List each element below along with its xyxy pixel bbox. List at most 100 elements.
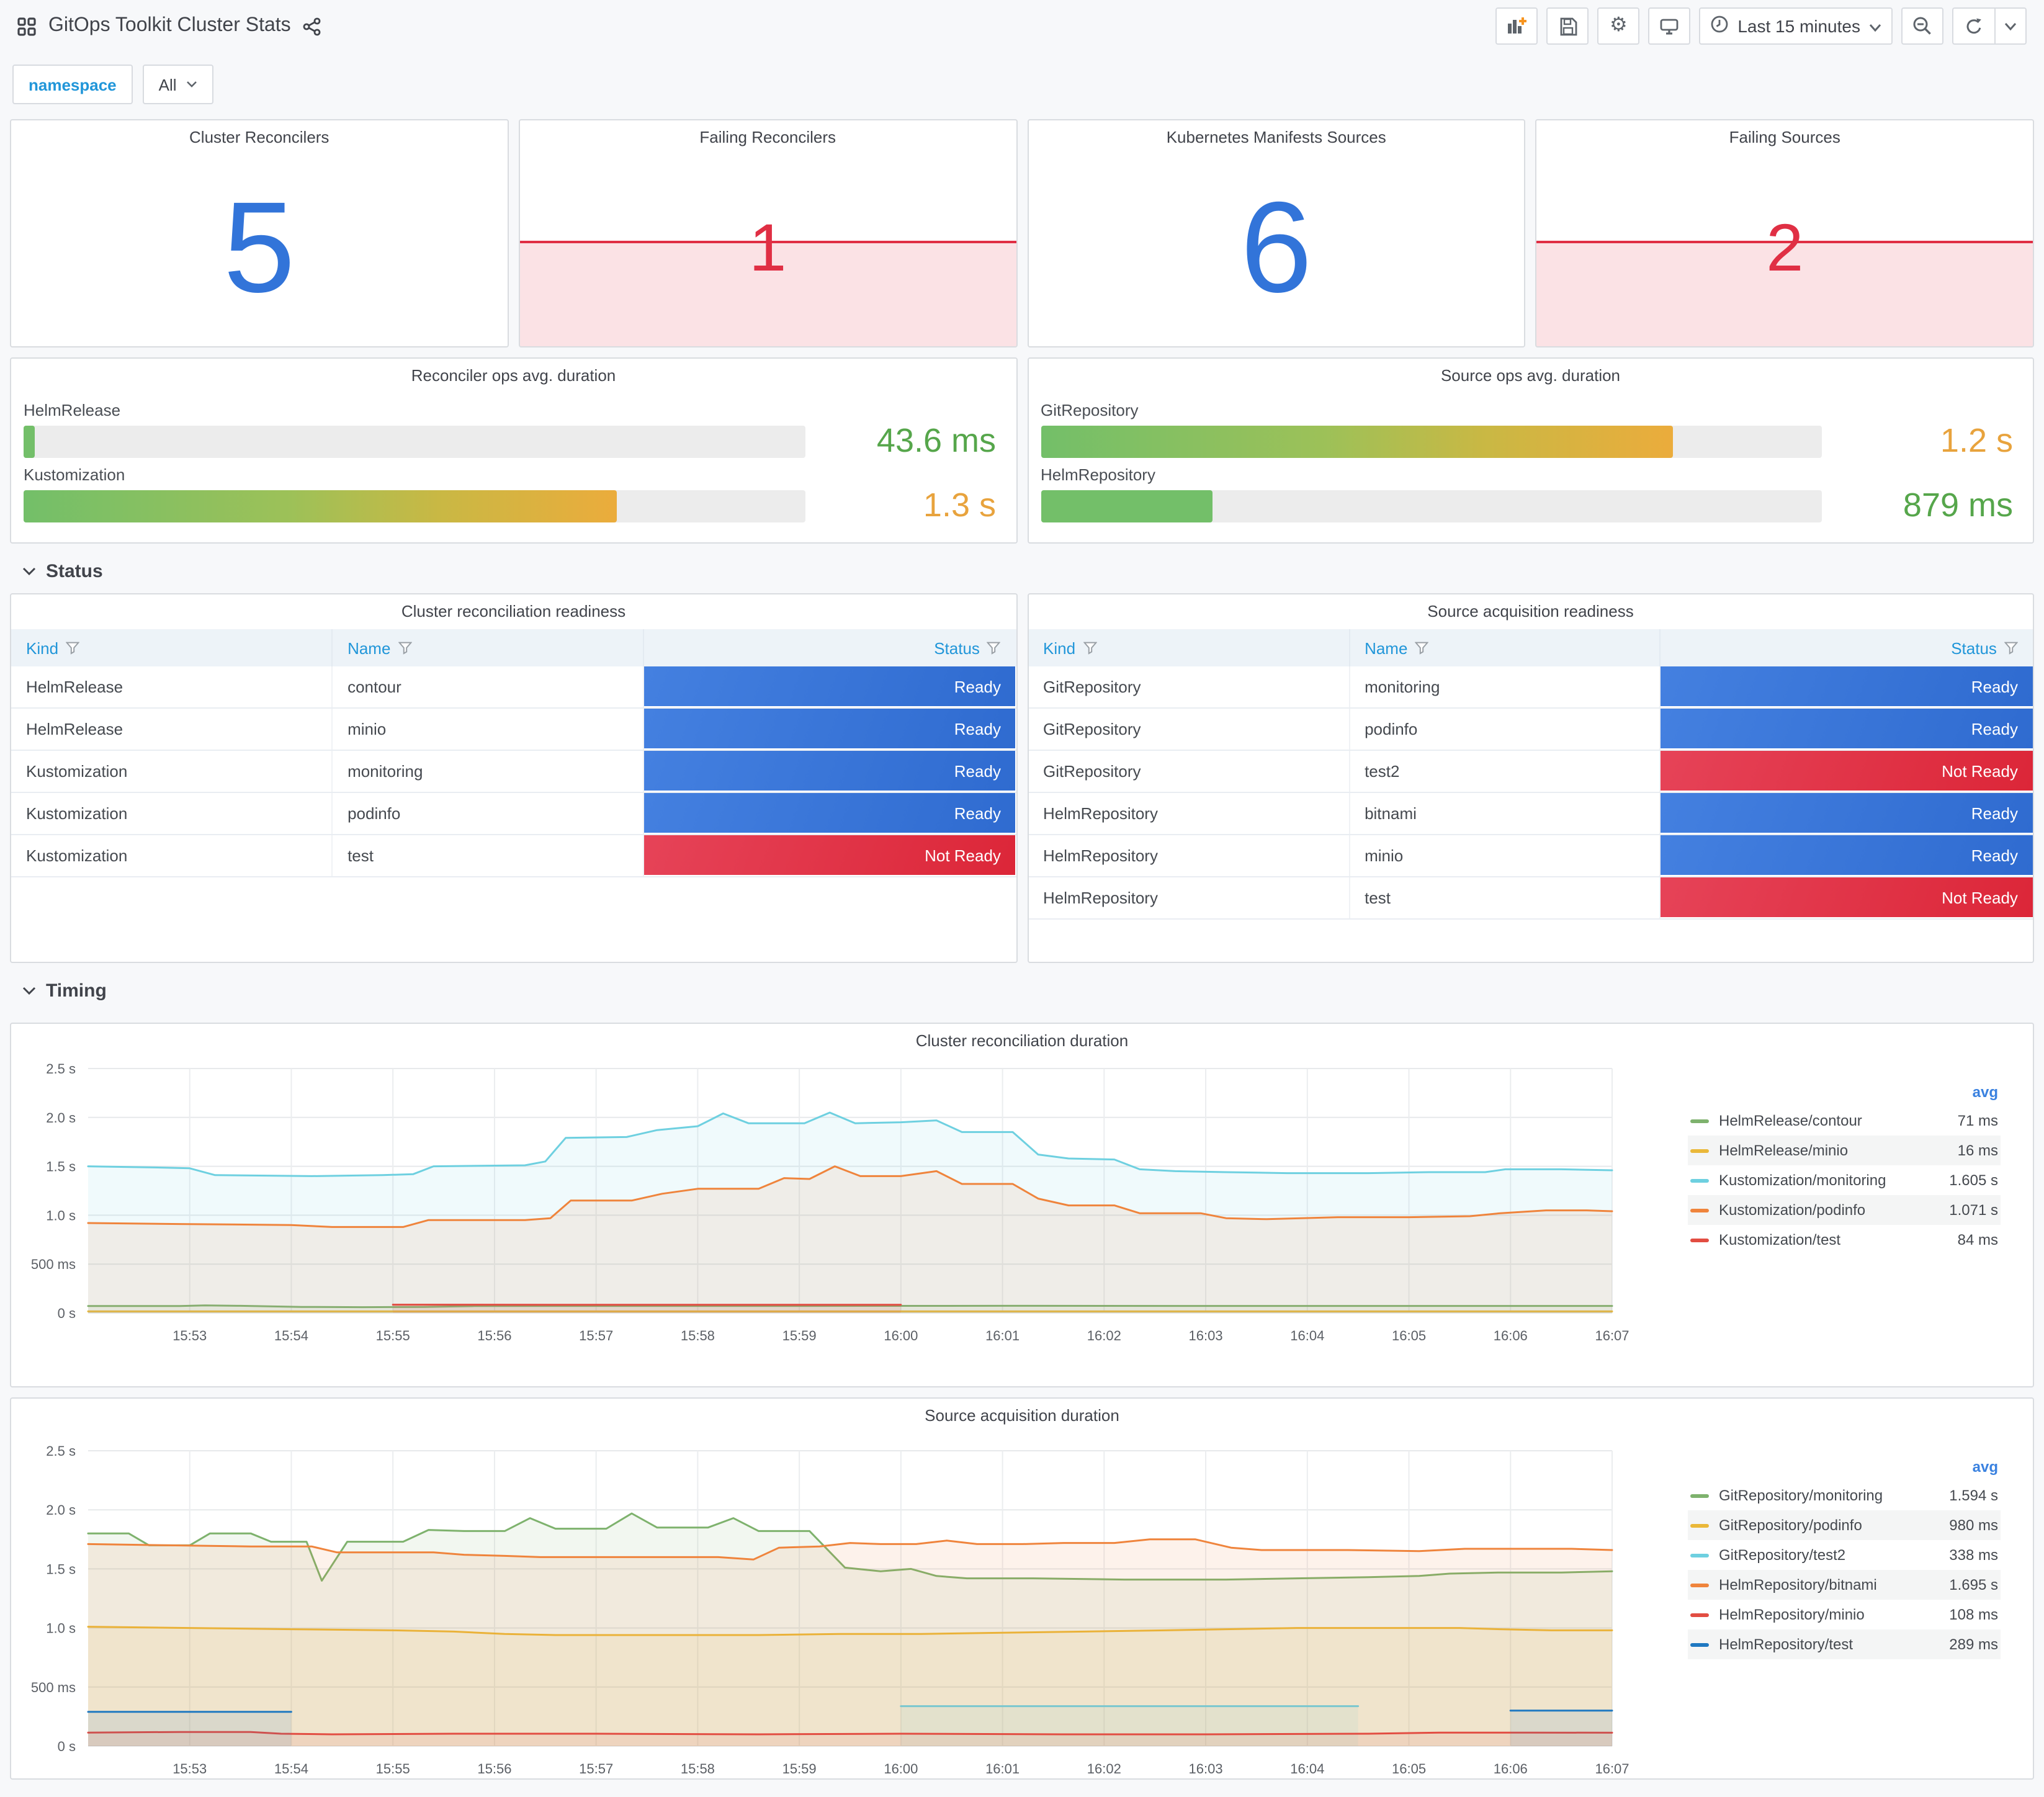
stat-value: 1 bbox=[749, 210, 787, 285]
panel-title[interactable]: Source acquisition readiness bbox=[1427, 601, 1634, 620]
variable-label-namespace[interactable]: namespace bbox=[12, 65, 133, 104]
legend-series-name[interactable]: HelmRelease/contour bbox=[1719, 1112, 1862, 1129]
cell-name: test2 bbox=[1350, 751, 1661, 792]
chevron-down-icon bbox=[1869, 16, 1881, 36]
gauge-label: HelmRelease bbox=[24, 401, 121, 419]
svg-text:16:05: 16:05 bbox=[1392, 1328, 1426, 1343]
share-icon[interactable] bbox=[303, 17, 322, 35]
svg-text:15:55: 15:55 bbox=[376, 1761, 410, 1777]
time-range-picker[interactable]: Last 15 minutes bbox=[1699, 7, 1893, 45]
gauge-bar bbox=[1041, 490, 1213, 522]
legend-item[interactable]: GitRepository/test2 338 ms bbox=[1688, 1540, 2001, 1570]
legend-item[interactable]: HelmRelease/minio 16 ms bbox=[1688, 1136, 2001, 1165]
table-row: HelmRelease minio Ready bbox=[11, 709, 1016, 751]
legend-series-name[interactable]: Kustomization/monitoring bbox=[1719, 1172, 1886, 1189]
threshold-line bbox=[1536, 241, 2033, 244]
column-header-status[interactable]: Status bbox=[1661, 629, 2033, 666]
cycle-view-mode-button[interactable] bbox=[1648, 7, 1691, 45]
table-header: Kind Name Status bbox=[11, 629, 1016, 666]
section-row-timing[interactable]: Timing bbox=[10, 968, 2034, 1013]
column-header-kind[interactable]: Kind bbox=[11, 629, 333, 666]
svg-text:1.5 s: 1.5 s bbox=[46, 1159, 76, 1175]
legend-series-name[interactable]: HelmRelease/minio bbox=[1719, 1142, 1849, 1159]
table-row: Kustomization test Not Ready bbox=[11, 835, 1016, 877]
panel-title[interactable]: Reconciler ops avg. duration bbox=[411, 365, 616, 384]
panel-title[interactable]: Cluster reconciliation readiness bbox=[401, 601, 626, 620]
legend-item[interactable]: Kustomization/podinfo 1.071 s bbox=[1688, 1195, 2001, 1225]
cell-status: Not Ready bbox=[1661, 877, 2033, 918]
legend-series-name[interactable]: GitRepository/test2 bbox=[1719, 1546, 1846, 1564]
legend-avg-header[interactable]: avg bbox=[1972, 1083, 1998, 1101]
cell-name: contour bbox=[333, 666, 644, 707]
legend-item[interactable]: HelmRepository/test 289 ms bbox=[1688, 1629, 2001, 1659]
legend-series-name[interactable]: HelmRepository/minio bbox=[1719, 1606, 1865, 1623]
filter-funnel-icon bbox=[987, 641, 1001, 654]
legend-series-color bbox=[1690, 1494, 1709, 1497]
panel-title[interactable]: Cluster Reconcilers bbox=[189, 127, 329, 146]
panel-title[interactable]: Failing Sources bbox=[1729, 127, 1840, 146]
cell-status: Ready bbox=[643, 751, 1016, 792]
refresh-button[interactable] bbox=[1952, 7, 1994, 45]
chart-legend: avg HelmRelease/contour 71 ms HelmRelease/m… bbox=[1688, 1078, 2001, 1255]
panel-reconciler-ops-avg-duration: Reconciler ops avg. duration HelmRelease… bbox=[10, 357, 1017, 544]
svg-text:15:59: 15:59 bbox=[782, 1761, 817, 1777]
panel-title[interactable]: Source acquisition duration bbox=[925, 1405, 1119, 1424]
panel-title[interactable]: Cluster reconciliation duration bbox=[915, 1031, 1129, 1049]
zoom-out-button[interactable] bbox=[1901, 7, 1943, 45]
cell-kind: GitRepository bbox=[1028, 666, 1350, 707]
panel-title[interactable]: Kubernetes Manifests Sources bbox=[1166, 127, 1386, 146]
legend-series-color bbox=[1690, 1553, 1709, 1557]
filter-funnel-icon bbox=[398, 641, 412, 654]
column-header-name[interactable]: Name bbox=[333, 629, 644, 666]
time-series-chart[interactable]: 0 s 500 ms 1.0 s 1.5 s 2.0 s 2.5 s 15:53 15:54 1… bbox=[11, 1428, 1662, 1778]
legend-series-avg: 1.594 s bbox=[1949, 1487, 1998, 1504]
cell-status: Not Ready bbox=[1661, 751, 2033, 792]
svg-text:16:07: 16:07 bbox=[1595, 1761, 1629, 1777]
legend-item[interactable]: GitRepository/podinfo 980 ms bbox=[1688, 1510, 2001, 1540]
filter-funnel-icon bbox=[1415, 641, 1429, 654]
cell-kind: Kustomization bbox=[11, 751, 333, 792]
svg-text:2.5 s: 2.5 s bbox=[46, 1443, 76, 1459]
legend-avg-header[interactable]: avg bbox=[1972, 1458, 1998, 1476]
legend-series-name[interactable]: GitRepository/podinfo bbox=[1719, 1517, 1862, 1534]
filter-funnel-icon bbox=[66, 641, 80, 654]
time-series-chart[interactable]: 0 s 500 ms 1.0 s 1.5 s 2.0 s 2.5 s 15:53 15:54 1… bbox=[11, 1054, 1662, 1386]
legend-item[interactable]: HelmRelease/contour 71 ms bbox=[1688, 1106, 2001, 1136]
svg-text:2.0 s: 2.0 s bbox=[46, 1110, 76, 1126]
threshold-fill bbox=[1536, 243, 2033, 346]
svg-text:15:59: 15:59 bbox=[782, 1328, 817, 1343]
save-dashboard-button[interactable] bbox=[1546, 7, 1589, 45]
panel-cluster-reconciliation-readiness: Cluster reconciliation readiness Kind Nam… bbox=[10, 593, 1017, 963]
legend-series-color bbox=[1690, 1208, 1709, 1212]
add-panel-button[interactable] bbox=[1495, 7, 1538, 45]
apps-grid-icon[interactable] bbox=[17, 17, 36, 35]
legend-series-name[interactable]: GitRepository/monitoring bbox=[1719, 1487, 1883, 1504]
legend-series-name[interactable]: Kustomization/test bbox=[1719, 1231, 1841, 1248]
column-header-kind[interactable]: Kind bbox=[1028, 629, 1350, 666]
legend-item[interactable]: Kustomization/test 84 ms bbox=[1688, 1225, 2001, 1255]
cell-kind: HelmRepository bbox=[1028, 877, 1350, 918]
cell-name: minio bbox=[333, 709, 644, 750]
panel-title[interactable]: Failing Reconcilers bbox=[699, 127, 836, 146]
svg-text:15:58: 15:58 bbox=[681, 1761, 715, 1777]
panel-title[interactable]: Source ops avg. duration bbox=[1440, 365, 1621, 384]
column-header-status[interactable]: Status bbox=[644, 629, 1016, 666]
legend-series-name[interactable]: HelmRepository/bitnami bbox=[1719, 1576, 1877, 1593]
legend-item[interactable]: HelmRepository/minio 108 ms bbox=[1688, 1600, 2001, 1629]
legend-series-name[interactable]: HelmRepository/test bbox=[1719, 1636, 1853, 1653]
svg-text:0 s: 0 s bbox=[58, 1739, 76, 1754]
svg-text:15:53: 15:53 bbox=[173, 1761, 207, 1777]
legend-item[interactable]: GitRepository/monitoring 1.594 s bbox=[1688, 1481, 2001, 1510]
variable-value-dropdown[interactable]: All bbox=[142, 65, 214, 104]
dashboard-settings-button[interactable]: ⚙ bbox=[1597, 7, 1640, 45]
legend-item[interactable]: Kustomization/monitoring 1.605 s bbox=[1688, 1165, 2001, 1195]
column-header-name[interactable]: Name bbox=[1350, 629, 1661, 666]
legend-item[interactable]: HelmRepository/bitnami 1.695 s bbox=[1688, 1570, 2001, 1600]
section-row-status[interactable]: Status bbox=[10, 549, 2034, 593]
cell-kind: GitRepository bbox=[1028, 751, 1350, 792]
svg-text:16:05: 16:05 bbox=[1392, 1761, 1426, 1777]
legend-series-name[interactable]: Kustomization/podinfo bbox=[1719, 1201, 1866, 1219]
refresh-interval-dropdown[interactable] bbox=[1994, 7, 2027, 45]
svg-text:500 ms: 500 ms bbox=[31, 1680, 76, 1695]
svg-text:16:01: 16:01 bbox=[985, 1328, 1020, 1343]
